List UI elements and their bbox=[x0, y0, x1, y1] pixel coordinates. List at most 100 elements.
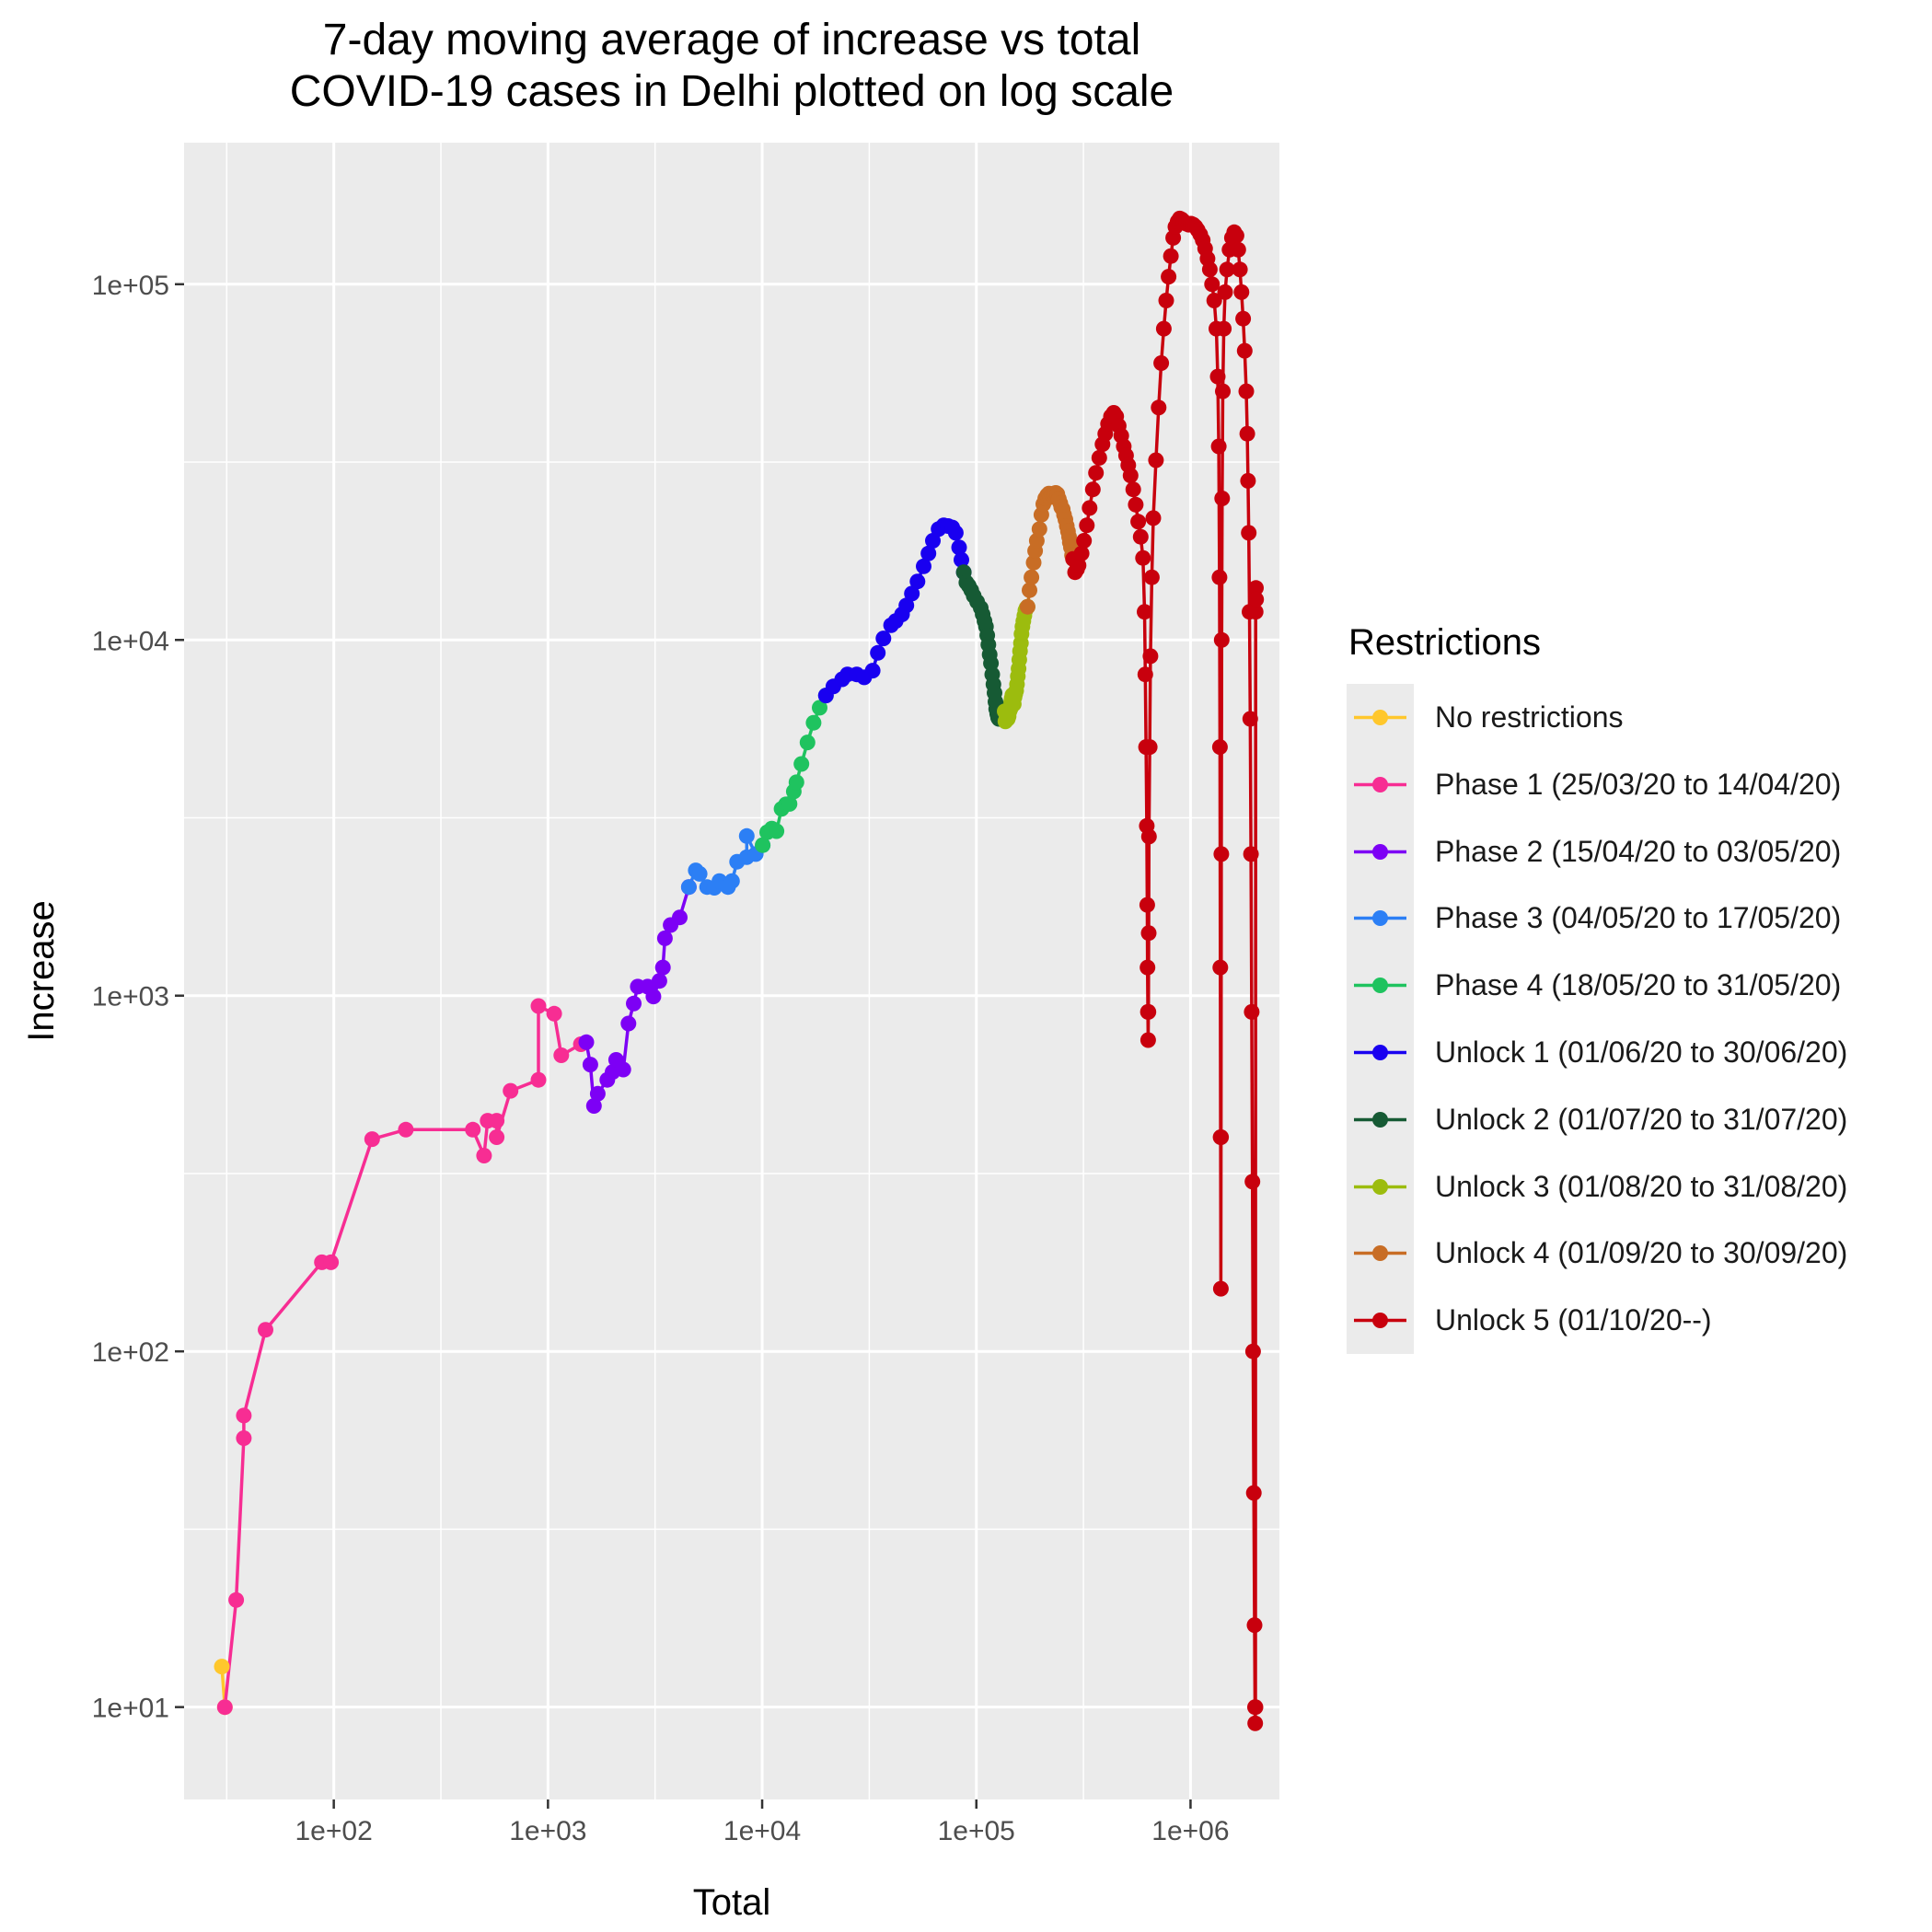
data-point bbox=[1084, 481, 1101, 498]
x-axis-label: Total bbox=[693, 1882, 771, 1923]
data-point bbox=[585, 1098, 602, 1114]
series-points bbox=[214, 210, 1265, 1731]
y-tick-label: 1e+01 bbox=[92, 1694, 169, 1724]
data-point bbox=[738, 827, 755, 844]
legend-label: Unlock 4 (01/09/20 to 30/09/20) bbox=[1435, 1236, 1848, 1270]
data-point bbox=[1215, 383, 1231, 399]
data-point bbox=[1153, 355, 1170, 371]
data-point bbox=[1148, 452, 1164, 469]
data-point bbox=[769, 823, 785, 839]
data-point bbox=[236, 1430, 252, 1446]
data-point bbox=[925, 533, 941, 549]
data-point bbox=[589, 1085, 606, 1102]
legend-swatch-point bbox=[1372, 1313, 1388, 1329]
legend-key-background bbox=[1347, 684, 1414, 1354]
legend-item: Unlock 3 (01/08/20 to 31/08/20) bbox=[1347, 1153, 1917, 1221]
data-point bbox=[465, 1121, 481, 1138]
x-tick-label: 1e+04 bbox=[723, 1816, 801, 1846]
data-point bbox=[1219, 261, 1235, 278]
data-point bbox=[489, 1113, 505, 1129]
legend-swatch-point bbox=[1372, 978, 1388, 994]
legend-swatch bbox=[1354, 710, 1406, 725]
legend-item: No restrictions bbox=[1347, 684, 1917, 751]
x-axis: 1e+02 1e+03 1e+04 1e+05 1e+06 bbox=[295, 1799, 1230, 1846]
data-point bbox=[947, 525, 964, 541]
data-point bbox=[1244, 1174, 1261, 1190]
data-point bbox=[1204, 276, 1221, 293]
data-point bbox=[755, 837, 771, 853]
data-point bbox=[1236, 342, 1253, 359]
data-point bbox=[723, 873, 740, 889]
legend-swatch-point bbox=[1372, 843, 1388, 860]
data-point bbox=[1137, 666, 1153, 683]
legend-item: Phase 3 (04/05/20 to 17/05/20) bbox=[1347, 885, 1917, 952]
data-point bbox=[258, 1322, 273, 1338]
legend-swatch bbox=[1354, 1045, 1406, 1060]
data-point bbox=[1228, 227, 1244, 244]
data-point bbox=[1082, 500, 1098, 516]
data-point bbox=[1019, 598, 1035, 615]
data-point bbox=[645, 989, 662, 1005]
legend-label: Phase 2 (15/04/20 to 03/05/20) bbox=[1435, 834, 1842, 868]
data-point bbox=[672, 909, 688, 926]
legend-item: Phase 4 (18/05/20 to 31/05/20) bbox=[1347, 952, 1917, 1019]
data-point bbox=[1155, 320, 1172, 337]
legend-swatch-point bbox=[1372, 910, 1388, 927]
legend-swatch-point bbox=[1372, 1111, 1388, 1128]
y-tick-label: 1e+05 bbox=[92, 271, 169, 301]
legend-label: Phase 4 (18/05/20 to 31/05/20) bbox=[1435, 968, 1842, 1002]
data-point bbox=[1142, 648, 1159, 665]
data-point bbox=[1132, 528, 1149, 545]
data-point bbox=[656, 930, 673, 946]
legend-item: Unlock 2 (01/07/20 to 31/07/20) bbox=[1347, 1086, 1917, 1153]
data-point bbox=[864, 663, 881, 679]
data-point bbox=[1244, 1343, 1261, 1359]
data-point bbox=[793, 756, 810, 772]
y-tick-label: 1e+04 bbox=[92, 626, 169, 656]
data-point bbox=[1232, 261, 1248, 278]
x-tick-label: 1e+05 bbox=[938, 1816, 1015, 1846]
data-point bbox=[1125, 481, 1141, 498]
data-point bbox=[626, 995, 642, 1012]
data-point bbox=[1145, 510, 1162, 526]
data-point bbox=[812, 700, 827, 716]
data-point bbox=[1235, 310, 1252, 327]
legend-swatch bbox=[1354, 1245, 1406, 1262]
legend-swatch-point bbox=[1372, 1045, 1388, 1060]
data-point bbox=[1233, 283, 1250, 300]
data-point bbox=[1230, 241, 1246, 258]
data-point bbox=[654, 959, 671, 976]
data-point bbox=[951, 539, 967, 556]
data-point bbox=[1070, 557, 1087, 573]
data-point bbox=[615, 1061, 631, 1078]
x-tick-label: 1e+03 bbox=[509, 1816, 586, 1846]
data-point bbox=[1088, 465, 1105, 481]
chart-title-line2: COVID-19 cases in Delhi plotted on log s… bbox=[289, 67, 1174, 116]
data-point bbox=[805, 714, 822, 731]
data-point bbox=[1214, 491, 1231, 506]
data-point bbox=[904, 585, 920, 602]
data-point bbox=[1238, 383, 1255, 399]
data-point bbox=[1151, 399, 1167, 416]
data-point bbox=[1024, 569, 1040, 585]
legend-label: Phase 1 (25/03/20 to 14/04/20) bbox=[1435, 767, 1842, 801]
data-point bbox=[920, 545, 937, 561]
data-point bbox=[546, 1005, 562, 1022]
data-point bbox=[1239, 425, 1255, 442]
x-tick-label: 1e+06 bbox=[1151, 1816, 1229, 1846]
data-point bbox=[1079, 517, 1095, 534]
y-tick-label: 1e+02 bbox=[92, 1337, 169, 1368]
legend-swatch-point bbox=[1372, 1178, 1388, 1195]
data-point bbox=[1163, 248, 1179, 264]
y-axis: 1e+01 1e+02 1e+03 1e+04 1e+05 bbox=[92, 271, 184, 1724]
data-point bbox=[582, 1057, 598, 1073]
y-axis-label: Increase bbox=[21, 900, 62, 1041]
data-point bbox=[1212, 959, 1229, 976]
data-point bbox=[1135, 550, 1151, 566]
data-point bbox=[476, 1148, 492, 1163]
legend-swatch-point bbox=[1372, 710, 1388, 725]
data-point bbox=[909, 573, 926, 590]
x-tick-label: 1e+02 bbox=[295, 1816, 373, 1846]
legend-swatch-point bbox=[1372, 1245, 1388, 1262]
data-point bbox=[1241, 525, 1257, 541]
